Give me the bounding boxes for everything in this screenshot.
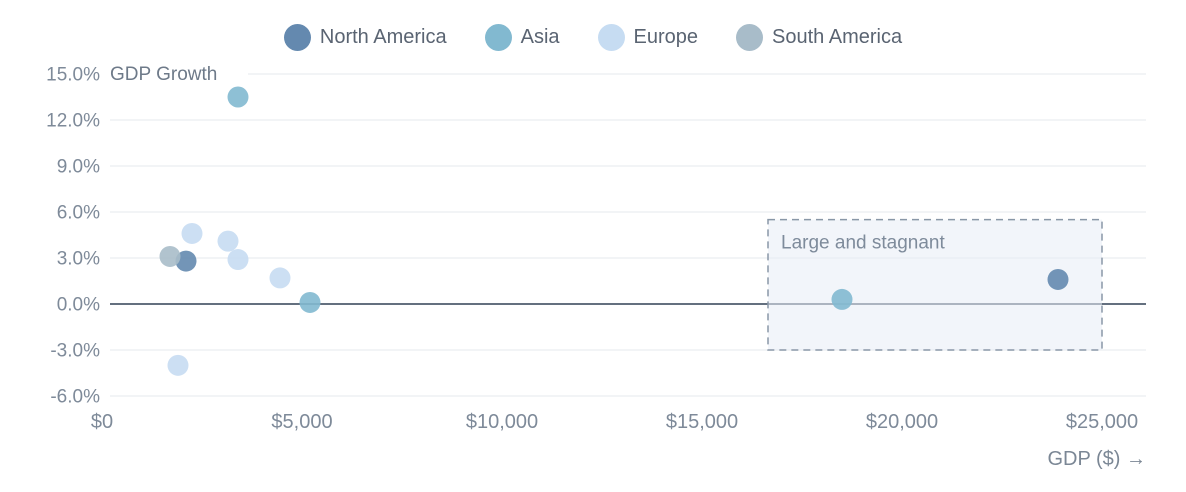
data-point-asia bbox=[227, 86, 249, 108]
data-point-north-america bbox=[1047, 268, 1069, 290]
annotation-label: Large and stagnant bbox=[781, 233, 945, 254]
x-tick-label: $15,000 bbox=[666, 411, 738, 433]
y-tick-label: 15.0% bbox=[46, 65, 100, 86]
legend-label: North America bbox=[319, 26, 447, 48]
legend-item-north-america[interactable]: North America bbox=[283, 24, 447, 51]
legend-item-asia[interactable]: Asia bbox=[484, 24, 560, 51]
x-tick-label: $25,000 bbox=[1066, 411, 1138, 433]
x-axis-title: GDP ($) → bbox=[1047, 448, 1146, 470]
data-point-north-america bbox=[175, 250, 197, 272]
data-point-europe bbox=[217, 230, 239, 252]
legend-label: Europe bbox=[633, 26, 699, 48]
data-point-south-america bbox=[159, 245, 181, 267]
x-tick-label: $10,000 bbox=[466, 411, 538, 433]
data-point-europe bbox=[227, 249, 249, 271]
data-point-asia bbox=[299, 291, 321, 313]
north-america-swatch-icon bbox=[283, 24, 311, 51]
x-tick-label: $0 bbox=[91, 411, 113, 433]
y-tick-label: -3.0% bbox=[50, 341, 100, 362]
y-tick-label: -6.0% bbox=[50, 387, 100, 408]
y-tick-label: 6.0% bbox=[57, 203, 100, 224]
y-tick-label: 0.0% bbox=[57, 295, 100, 316]
y-tick-label: 12.0% bbox=[46, 111, 100, 132]
legend-item-south-america[interactable]: South America bbox=[736, 24, 902, 51]
asia-swatch-icon bbox=[484, 24, 512, 51]
y-tick-label: 3.0% bbox=[57, 249, 100, 270]
data-point-europe bbox=[269, 267, 291, 289]
x-tick-label: $5,000 bbox=[271, 411, 332, 433]
legend-label: South America bbox=[772, 26, 903, 48]
south-america-swatch-icon bbox=[736, 24, 764, 51]
data-point-europe bbox=[181, 222, 203, 244]
legend: North America Asia Europe South America bbox=[0, 24, 1186, 51]
y-tick-label: 9.0% bbox=[57, 157, 100, 178]
legend-label: Asia bbox=[520, 26, 560, 48]
annotation-box bbox=[767, 218, 1103, 351]
y-axis-title: GDP Growth bbox=[110, 64, 218, 85]
europe-swatch-icon bbox=[597, 24, 625, 51]
data-point-asia bbox=[831, 288, 853, 310]
data-point-europe bbox=[167, 354, 189, 376]
legend-item-europe[interactable]: Europe bbox=[597, 24, 699, 51]
x-tick-label: $20,000 bbox=[866, 411, 938, 433]
